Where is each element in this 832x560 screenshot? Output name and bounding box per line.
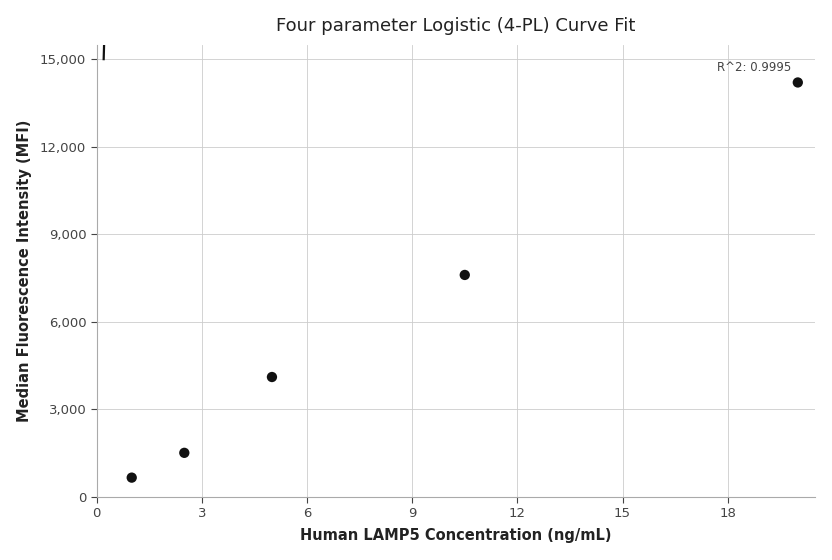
Title: Four parameter Logistic (4-PL) Curve Fit: Four parameter Logistic (4-PL) Curve Fit xyxy=(276,17,636,35)
Point xyxy=(265,372,279,381)
Point xyxy=(178,449,191,458)
Text: R^2: 0.9995: R^2: 0.9995 xyxy=(716,61,790,74)
Y-axis label: Median Fluorescence Intensity (MFI): Median Fluorescence Intensity (MFI) xyxy=(17,119,32,422)
Point xyxy=(791,78,805,87)
Point xyxy=(458,270,472,279)
Point xyxy=(125,473,138,482)
X-axis label: Human LAMP5 Concentration (ng/mL): Human LAMP5 Concentration (ng/mL) xyxy=(300,528,612,543)
